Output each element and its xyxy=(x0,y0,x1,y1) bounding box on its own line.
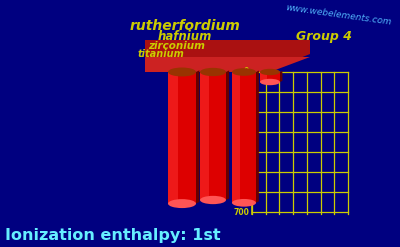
Text: rutherfordium: rutherfordium xyxy=(130,19,241,33)
Text: hafnium: hafnium xyxy=(158,30,212,43)
Text: 600: 600 xyxy=(233,187,249,197)
Ellipse shape xyxy=(200,196,226,204)
Text: 100: 100 xyxy=(233,87,249,97)
Text: Group 4: Group 4 xyxy=(296,30,352,43)
Text: 0: 0 xyxy=(244,67,249,77)
Polygon shape xyxy=(200,72,226,200)
Polygon shape xyxy=(145,40,310,70)
Ellipse shape xyxy=(168,67,196,77)
Polygon shape xyxy=(260,72,280,82)
Polygon shape xyxy=(232,72,240,203)
Ellipse shape xyxy=(168,199,196,208)
Polygon shape xyxy=(280,71,282,82)
Text: 400: 400 xyxy=(233,147,249,157)
Polygon shape xyxy=(226,70,229,200)
Text: zirconium: zirconium xyxy=(148,41,205,51)
Text: 300: 300 xyxy=(233,127,249,137)
Text: titanium: titanium xyxy=(138,49,185,59)
Polygon shape xyxy=(200,72,209,200)
Polygon shape xyxy=(168,72,178,204)
Ellipse shape xyxy=(260,69,280,75)
Ellipse shape xyxy=(260,79,280,85)
Polygon shape xyxy=(232,72,256,203)
Polygon shape xyxy=(145,57,310,72)
Ellipse shape xyxy=(232,199,256,207)
Ellipse shape xyxy=(232,68,256,76)
Polygon shape xyxy=(260,72,267,82)
Text: www.webelements.com: www.webelements.com xyxy=(285,3,392,27)
Text: 200: 200 xyxy=(233,107,249,117)
Ellipse shape xyxy=(200,68,226,76)
Polygon shape xyxy=(256,71,259,203)
Text: Ionization enthalpy: 1st: Ionization enthalpy: 1st xyxy=(5,227,221,243)
Polygon shape xyxy=(196,70,199,204)
Polygon shape xyxy=(168,72,196,204)
Text: kJ per mol: kJ per mol xyxy=(220,116,228,168)
Text: 500: 500 xyxy=(233,167,249,177)
Text: 700: 700 xyxy=(233,207,249,217)
